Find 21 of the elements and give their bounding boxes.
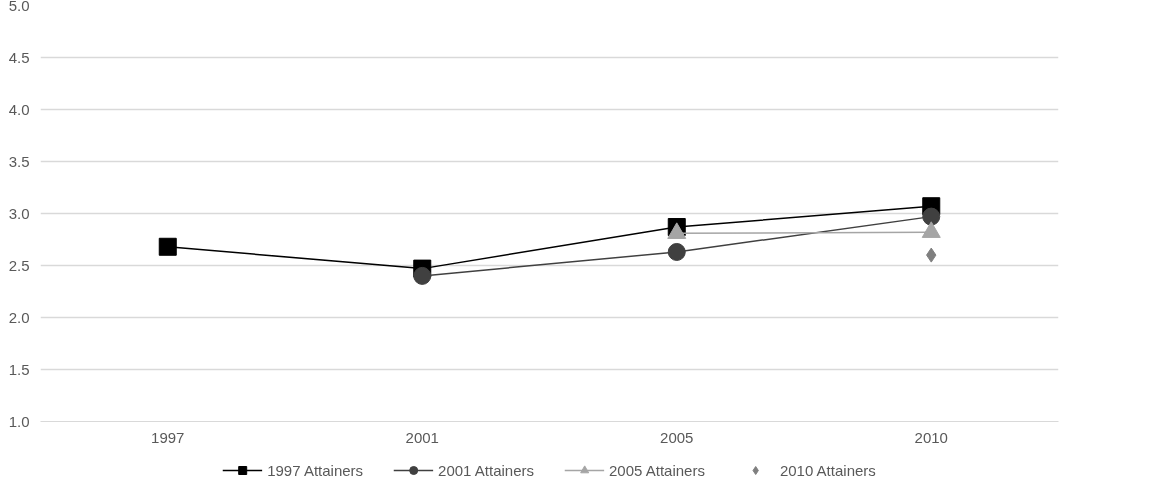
y-tick-label: 2.0 [8,308,30,326]
x-tick-label: 2010 [914,428,948,446]
point [922,207,941,226]
legend-label: 1997 Attainers [267,461,364,479]
x-tick-label: 2005 [660,428,694,446]
y-tick-label: 1.5 [8,360,30,378]
legend-label: 2001 Attainers [438,461,534,479]
y-tick-label: 3.0 [8,204,30,222]
legend-label: 2005 Attainers [609,461,705,479]
legend-label: 2010 Attainers [779,461,876,479]
y-tick-label: 1.0 [8,412,30,430]
point [413,266,432,285]
point [667,243,686,261]
y-tick-label: 2.5 [8,256,30,274]
y-tick-label: 4.0 [8,100,30,118]
y-tick-label: 3.5 [8,152,30,170]
x-tick-label: 2001 [405,428,439,446]
point [158,237,177,256]
y-tick-label: 4.5 [8,48,30,66]
y-tick-label: 5.0 [8,0,30,14]
x-tick-label: 1997 [151,428,185,446]
